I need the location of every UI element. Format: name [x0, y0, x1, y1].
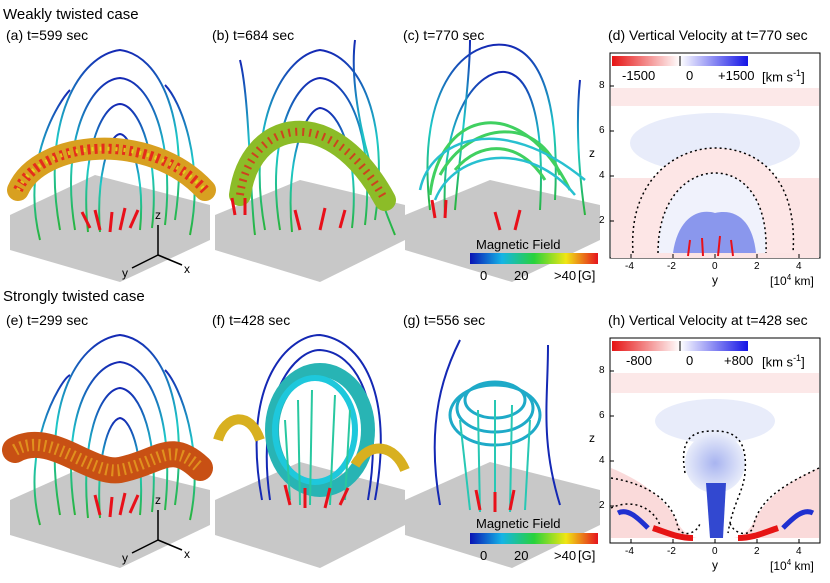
triad-bottom-y: y	[122, 551, 128, 565]
field-cb-tick-20-bottom: 20	[514, 548, 529, 563]
triad-bottom-x: x	[184, 547, 190, 561]
panel-f-render	[213, 333, 410, 568]
d-z-tick-2: 2	[599, 215, 605, 226]
triad-top	[131, 225, 183, 269]
triad-bottom-z: z	[155, 493, 161, 507]
panel-label-a: (a) t=599 sec	[6, 27, 89, 43]
d-y-label: y	[712, 273, 718, 287]
photosphere-plane-c	[405, 180, 600, 282]
velocity-map-h	[609, 337, 821, 544]
strong-case-title: Strongly twisted case	[3, 288, 145, 305]
h-z-label: z	[589, 431, 595, 445]
field-cb-tick-0-top: 0	[480, 268, 488, 283]
d-z-tick-4: 4	[599, 170, 605, 181]
panel-label-c: (c) t=770 sec	[403, 27, 485, 43]
panel-label-e: (e) t=299 sec	[6, 312, 89, 328]
triad-top-z: z	[155, 208, 161, 222]
photosphere-plane-b	[215, 180, 405, 282]
field-cb-unit-bottom: [G]	[578, 548, 596, 563]
d-y-tick-0: 0	[712, 261, 718, 272]
panel-e-render	[2, 333, 213, 568]
panel-label-b: (b) t=684 sec	[212, 27, 295, 43]
panel-label-d: (d) Vertical Velocity at t=770 sec	[608, 27, 808, 43]
h-y-tick-m4: -4	[625, 546, 634, 557]
h-z-tick-2: 2	[599, 500, 605, 511]
d-z-tick-6: 6	[599, 125, 605, 136]
d-y-tick-m2: -2	[667, 261, 676, 272]
d-y-tick-m4: -4	[625, 261, 634, 272]
h-y-unit: [104 km]	[770, 558, 814, 573]
h-z-tick-6: 6	[599, 410, 605, 421]
field-line-renderings	[2, 39, 600, 568]
vel-cb-unit-h: [km s-1]	[762, 353, 805, 370]
vel-cb-max-d: +1500	[718, 68, 755, 83]
field-colorbar-top	[470, 253, 598, 264]
vel-cb-unit-d: [km s-1]	[762, 68, 805, 85]
panel-label-h: (h) Vertical Velocity at t=428 sec	[608, 312, 808, 328]
field-cb-tick-20-top: 20	[514, 268, 529, 283]
vel-cb-mid-d: 0	[686, 68, 694, 83]
h-y-tick-m2: -2	[667, 546, 676, 557]
vel-cb-min-h: -800	[626, 353, 653, 368]
field-cb-unit-top: [G]	[578, 268, 596, 283]
d-y-tick-4: 4	[796, 261, 802, 272]
panel-label-g: (g) t=556 sec	[403, 312, 486, 328]
field-colorbar-bottom	[470, 533, 598, 544]
d-y-unit: [104 km]	[770, 273, 814, 288]
triad-top-x: x	[184, 262, 190, 276]
panel-a-render	[7, 48, 216, 282]
velocity-map-d	[609, 52, 821, 259]
field-cb-tick-0-bottom: 0	[480, 548, 488, 563]
field-cb-tick-40-top: >40	[554, 268, 577, 283]
panel-label-f: (f) t=428 sec	[212, 312, 291, 328]
triad-bottom	[131, 510, 183, 554]
h-z-tick-4: 4	[599, 455, 605, 466]
weak-case-title: Weakly twisted case	[3, 6, 139, 23]
field-cb-tick-40-bottom: >40	[554, 548, 577, 563]
field-cb-title-top: Magnetic Field	[476, 237, 561, 252]
d-z-label: z	[589, 146, 595, 160]
h-y-tick-2: 2	[754, 546, 760, 557]
d-y-tick-2: 2	[754, 261, 760, 272]
vel-cb-mid-h: 0	[686, 353, 694, 368]
h-y-tick-4: 4	[796, 546, 802, 557]
vel-cb-min-d: -1500	[622, 68, 656, 83]
h-z-tick-8: 8	[599, 365, 605, 376]
panel-b-render	[215, 39, 405, 282]
triad-top-y: y	[122, 266, 128, 280]
field-cb-title-bottom: Magnetic Field	[476, 516, 561, 531]
vel-cb-max-h: +800	[724, 353, 754, 368]
h-y-label: y	[712, 558, 718, 572]
h-y-tick-0: 0	[712, 546, 718, 557]
photosphere-plane-f	[215, 462, 405, 568]
d-z-tick-8: 8	[599, 80, 605, 91]
